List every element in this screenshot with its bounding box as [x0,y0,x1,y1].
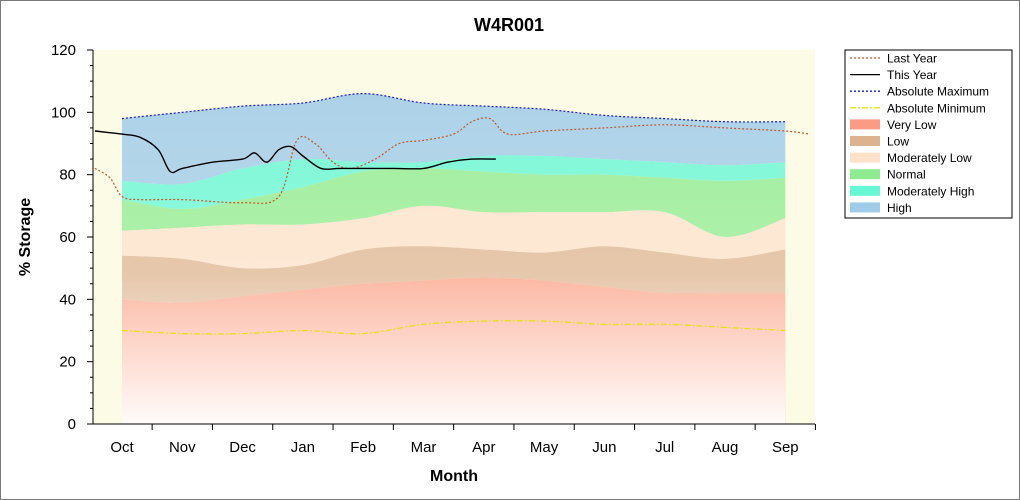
x-tick-label: May [530,439,559,456]
chart-title: W4R001 [474,15,544,35]
x-tick-label: Aug [712,439,739,456]
x-tick-label: Mar [411,439,437,456]
x-tick-label: Apr [472,439,495,456]
legend-swatch-normal [850,169,880,180]
legend-label-very-low: Very Low [887,118,937,132]
x-tick-label: Sep [772,439,799,456]
legend: Last Year This Year Absolute Maximum Absolu… [844,49,1013,219]
y-axis-ticks: 0 20 40 60 80 100 120 [51,42,93,433]
band-fade-overlay [122,93,786,424]
x-tick-label: Nov [169,439,196,456]
legend-swatch-low [850,136,880,146]
y-tick-label: 120 [51,42,76,59]
y-tick-label: 60 [59,229,76,246]
x-tick-label: Jan [291,439,315,456]
legend-label-low: Low [887,135,909,149]
legend-label-absolute-maximum: Absolute Maximum [887,85,989,99]
series-this-year [94,130,496,174]
y-tick-label: 0 [68,416,76,433]
legend-swatch-very-low [850,119,880,130]
legend-label-moderately-low: Moderately Low [887,151,972,165]
legend-label-absolute-minimum: Absolute Minimum [887,101,986,115]
y-axis-label: % Storage [17,198,34,276]
legend-swatch-moderately-high [850,185,880,196]
legend-label-moderately-high: Moderately High [887,184,974,198]
legend-label-high: High [887,201,912,215]
x-tick-label: Dec [229,439,256,456]
y-tick-label: 20 [59,354,76,371]
y-tick-label: 100 [51,104,76,121]
y-tick-label: 40 [59,291,76,308]
x-tick-label: Oct [110,439,134,456]
legend-label-last-year: Last Year [887,52,937,66]
x-tick-label: Jul [655,439,674,456]
series-last-year [94,117,810,204]
series-lines [94,92,810,335]
legend-label-normal: Normal [887,168,926,182]
x-axis-label: Month [430,468,478,485]
legend-swatch-high [850,202,880,213]
y-tick-label: 80 [59,167,76,184]
series-absolute-minimum [121,320,786,335]
x-tick-label: Jun [592,439,616,456]
series-absolute-maximum [121,92,786,123]
x-tick-label: Feb [350,439,376,456]
legend-swatch-moderately-low [850,152,880,163]
x-axis-ticks: Oct Nov Dec Jan Feb Mar Apr May Jun Jul Aug Sep [110,424,816,456]
legend-label-this-year: This Year [887,68,937,82]
